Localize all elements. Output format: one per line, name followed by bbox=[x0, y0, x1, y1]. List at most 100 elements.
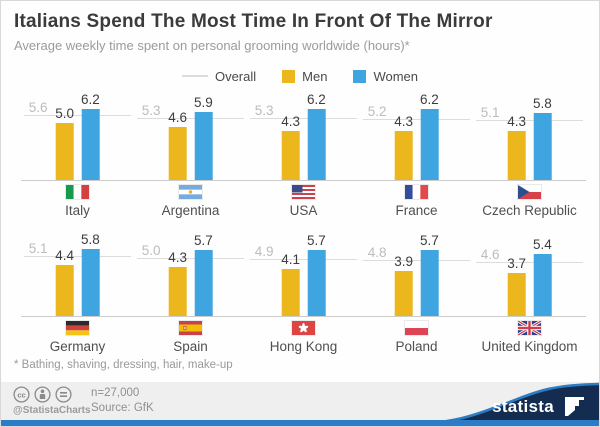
overall-value-line bbox=[24, 114, 131, 116]
women-bar-column: 6.2 bbox=[81, 92, 100, 180]
legend-label-men: Men bbox=[302, 68, 328, 84]
chart-legend: Overall Men Women bbox=[1, 65, 599, 87]
women-bar-column: 5.7 bbox=[307, 233, 326, 316]
men-value-label: 4.3 bbox=[168, 249, 187, 265]
men-value-label: 3.7 bbox=[507, 256, 526, 272]
men-value-label: 4.6 bbox=[168, 110, 187, 126]
country-flag-cell: Germany bbox=[21, 321, 134, 354]
men-bar bbox=[281, 268, 300, 316]
country-flag-cell: USA bbox=[247, 185, 360, 218]
overall-value-line bbox=[24, 256, 131, 258]
men-bar bbox=[55, 265, 74, 316]
women-bar-column: 6.2 bbox=[307, 92, 326, 180]
country-bar-group: 4.9 4.1 5.7 bbox=[247, 225, 360, 317]
flag-row-2: Germany Spain Hong Kong Poland United Kingdo… bbox=[21, 321, 586, 354]
bar-pair: 4.4 5.8 bbox=[55, 232, 100, 316]
footer-bar: cc @StatistaCharts n=27,000 Source: GfK … bbox=[1, 382, 599, 426]
men-bar-column: 4.3 bbox=[281, 114, 300, 180]
chart-subtitle: Average weekly time spent on personal gr… bbox=[14, 38, 410, 53]
men-bar bbox=[394, 130, 413, 180]
women-bar bbox=[533, 253, 552, 316]
men-color-swatch bbox=[282, 69, 296, 83]
women-bar bbox=[420, 108, 439, 180]
men-bar-column: 4.3 bbox=[168, 250, 187, 316]
women-value-label: 5.7 bbox=[307, 233, 326, 249]
men-value-label: 4.3 bbox=[281, 113, 300, 129]
men-bar-column: 4.3 bbox=[507, 114, 526, 180]
country-flag-cell: Czech Republic bbox=[473, 185, 586, 218]
country-label: France bbox=[395, 203, 438, 218]
country-flag-cell: Argentina bbox=[134, 185, 247, 218]
overall-value-line bbox=[363, 119, 470, 121]
women-bar-column: 5.4 bbox=[533, 237, 552, 316]
country-bar-group: 5.3 4.3 6.2 bbox=[247, 89, 360, 181]
men-value-label: 4.1 bbox=[281, 251, 300, 267]
women-value-label: 5.4 bbox=[533, 236, 552, 252]
men-value-label: 4.3 bbox=[394, 113, 413, 129]
country-label: Hong Kong bbox=[269, 339, 338, 354]
overall-value-line bbox=[137, 118, 244, 120]
statista-logo-icon bbox=[565, 397, 584, 416]
women-value-label: 6.2 bbox=[420, 91, 439, 107]
country-bar-group: 5.2 4.3 6.2 bbox=[360, 89, 473, 181]
women-value-label: 6.2 bbox=[307, 91, 326, 107]
country-flag-cell: Spain bbox=[134, 321, 247, 354]
women-value-label: 5.9 bbox=[194, 95, 213, 111]
flag-icon-hong-kong bbox=[292, 321, 315, 335]
overall-value-label: 5.0 bbox=[141, 242, 161, 258]
women-value-label: 5.8 bbox=[81, 232, 100, 248]
country-bar-group: 5.6 5.0 6.2 bbox=[21, 89, 134, 181]
country-label: United Kingdom bbox=[481, 339, 578, 354]
women-bar-column: 5.7 bbox=[194, 233, 213, 316]
women-color-swatch bbox=[353, 69, 367, 83]
men-value-label: 4.4 bbox=[55, 248, 74, 264]
women-bar bbox=[81, 108, 100, 180]
statista-charts-handle: @StatistaCharts bbox=[13, 405, 91, 416]
country-label: Argentina bbox=[161, 203, 220, 218]
bar-pair: 4.1 5.7 bbox=[281, 233, 326, 316]
flag-icon-argentina bbox=[179, 185, 202, 199]
overall-value-label: 5.1 bbox=[28, 241, 48, 257]
men-bar-column: 3.7 bbox=[507, 256, 526, 316]
overall-value-line bbox=[250, 118, 357, 120]
women-bar bbox=[194, 112, 213, 180]
men-bar-column: 4.6 bbox=[168, 110, 187, 180]
overall-value-line bbox=[476, 120, 583, 122]
men-bar-column: 3.9 bbox=[394, 254, 413, 316]
chart-footnote: * Bathing, shaving, dressing, hair, make… bbox=[14, 359, 233, 371]
statista-logo-text: statista bbox=[492, 397, 554, 416]
chart-row-1: 5.6 5.0 6.2 5.3 4.6 5.9 5.3 4.3 6.2 5.2 4.3 6.2 5.1 4… bbox=[21, 89, 586, 181]
equal-share-icon bbox=[55, 386, 72, 403]
country-label: Poland bbox=[395, 339, 438, 354]
data-source: Source: GfK bbox=[91, 402, 154, 414]
country-bar-group: 4.6 3.7 5.4 bbox=[473, 225, 586, 317]
bar-pair: 5.0 6.2 bbox=[55, 92, 100, 180]
country-bar-group: 5.1 4.3 5.8 bbox=[473, 89, 586, 181]
women-bar bbox=[307, 108, 326, 180]
svg-text:cc: cc bbox=[17, 390, 25, 399]
bar-pair: 4.3 6.2 bbox=[394, 92, 439, 180]
women-bar-column: 5.9 bbox=[194, 95, 213, 180]
legend-label-women: Women bbox=[373, 68, 419, 84]
overall-value-label: 5.3 bbox=[254, 103, 274, 119]
flag-row-1: Italy Argentina USA France Czech Republic bbox=[21, 185, 586, 218]
flag-icon-usa bbox=[292, 185, 315, 199]
overall-value-label: 5.3 bbox=[141, 103, 161, 119]
men-value-label: 5.0 bbox=[55, 105, 74, 121]
men-bar bbox=[507, 273, 526, 316]
women-value-label: 6.2 bbox=[81, 91, 100, 107]
legend-item-women: Women bbox=[353, 69, 418, 84]
women-bar-column: 5.8 bbox=[81, 232, 100, 316]
attribution-icon bbox=[34, 386, 51, 403]
men-bar bbox=[168, 127, 187, 180]
men-value-label: 4.3 bbox=[507, 113, 526, 129]
women-value-label: 5.8 bbox=[533, 96, 552, 112]
overall-value-label: 4.6 bbox=[480, 247, 500, 263]
overall-value-line bbox=[363, 259, 470, 261]
country-flag-cell: Hong Kong bbox=[247, 321, 360, 354]
legend-item-men: Men bbox=[282, 69, 327, 84]
men-bar-column: 4.1 bbox=[281, 252, 300, 316]
women-bar bbox=[420, 250, 439, 316]
men-bar-column: 4.3 bbox=[394, 114, 413, 180]
cc-icon: cc bbox=[13, 386, 30, 403]
